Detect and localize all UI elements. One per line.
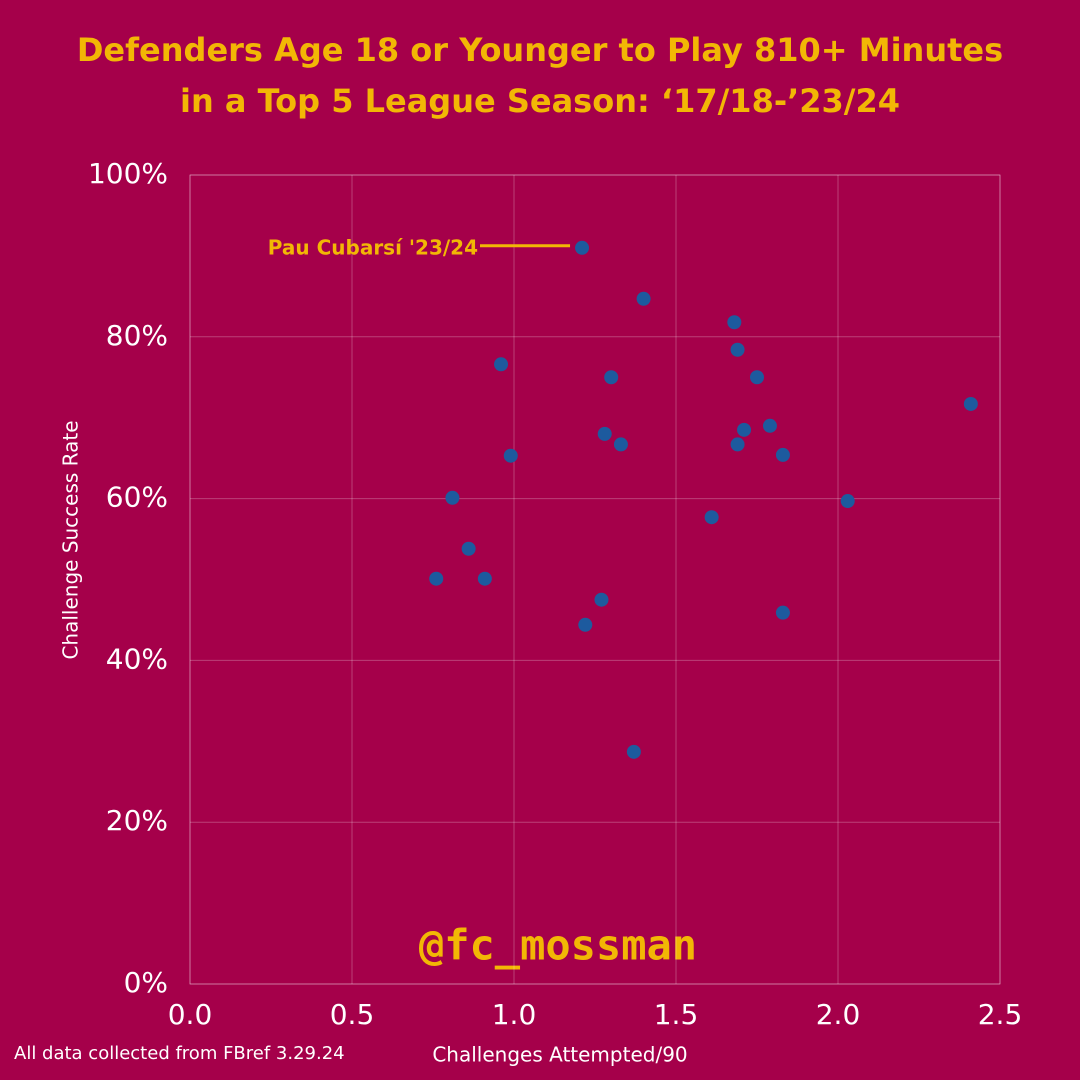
y-axis-label: Challenge Success Rate [59,420,83,659]
y-tick-label: 40% [106,642,168,675]
y-tick-label: 80% [106,319,168,352]
x-tick-label: 2.5 [978,998,1023,1031]
data-point [503,448,518,463]
data-point [963,396,978,411]
x-tick-label: 0.5 [330,998,375,1031]
data-point [775,605,790,620]
chart-title: Defenders Age 18 or Younger to Play 810+… [77,31,1003,69]
data-point [775,447,790,462]
data-point [730,437,745,452]
data-point [575,240,590,255]
data-point [445,490,460,505]
y-tick-label: 20% [106,804,168,837]
data-point [730,342,745,357]
data-point [429,571,444,586]
y-tick-label: 100% [88,157,168,190]
data-point [762,418,777,433]
data-point [477,571,492,586]
y-tick-label: 0% [124,966,168,999]
data-point [727,315,742,330]
y-tick-label: 60% [106,481,168,514]
chart-title: in a Top 5 League Season: ‘17/18-’23/24 [180,82,900,120]
data-point [604,370,619,385]
data-point [636,291,651,306]
watermark: @fc_mossman [419,921,697,970]
data-point [594,592,609,607]
data-point [613,437,628,452]
data-point [750,370,764,385]
data-point [840,494,855,509]
data-point [461,541,476,556]
data-point [704,510,719,525]
source-note: All data collected from FBref 3.29.24 [14,1043,345,1064]
data-point [626,744,641,759]
x-tick-label: 1.5 [654,998,699,1031]
x-tick-label: 1.0 [492,998,537,1031]
data-point [578,617,593,632]
annotation: Pau Cubarsí '23/24 [268,235,478,259]
x-tick-label: 0.0 [168,998,213,1031]
x-tick-label: 2.0 [816,998,861,1031]
data-point [597,426,612,441]
data-point [494,357,509,372]
data-point [737,422,752,437]
x-axis-label: Challenges Attempted/90 [432,1043,687,1067]
plot-frame [189,174,1001,985]
